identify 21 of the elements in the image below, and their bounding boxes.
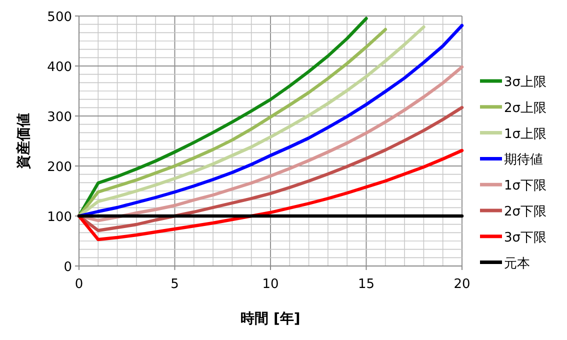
legend-label: 1σ下限 — [504, 178, 547, 194]
legend-label: 2σ上限 — [504, 100, 547, 116]
legend-label: 3σ下限 — [504, 230, 547, 246]
legend-label: 期待値 — [504, 152, 543, 168]
x-tick-label: 20 — [454, 277, 470, 292]
y-tick-label: 0 — [64, 260, 72, 275]
legend-label: 2σ下限 — [504, 204, 547, 220]
y-tick-label: 400 — [47, 60, 72, 75]
x-tick-label: 0 — [74, 277, 84, 292]
y-tick-label: 100 — [47, 210, 72, 225]
x-tick-label: 5 — [170, 277, 179, 292]
legend-label: 3σ上限 — [504, 75, 547, 90]
x-tick-label: 10 — [262, 277, 279, 292]
x-tick-label: 15 — [358, 277, 375, 292]
y-axis-title: 資産価値 — [15, 113, 32, 170]
y-tick-label: 300 — [47, 110, 72, 125]
y-tick-label: 500 — [47, 10, 72, 25]
y-tick-label: 200 — [47, 160, 72, 175]
x-axis-title: 時間 [年] — [240, 311, 300, 327]
legend-label: 元本 — [504, 256, 530, 272]
legend-label: 1σ上限 — [504, 126, 547, 142]
